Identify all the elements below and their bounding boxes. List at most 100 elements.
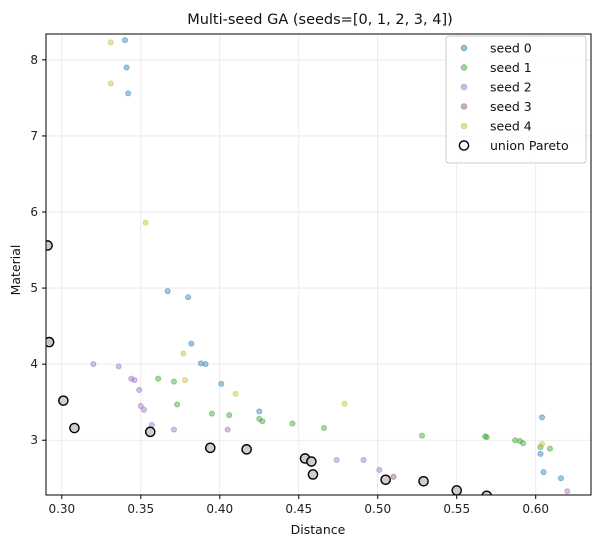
y-axis-label: Material bbox=[8, 245, 23, 296]
legend-marker bbox=[460, 44, 468, 52]
x-tick-label: 0.35 bbox=[127, 502, 154, 516]
pareto-point bbox=[144, 426, 156, 438]
seed-1-point bbox=[546, 445, 553, 452]
y-tick-label: 5 bbox=[30, 281, 38, 295]
seed-2-point bbox=[131, 377, 138, 384]
seed-4-point bbox=[232, 390, 239, 397]
seed-2-point bbox=[564, 488, 571, 495]
y-tick-label: 8 bbox=[30, 53, 38, 67]
legend-marker-pareto bbox=[458, 140, 470, 151]
pareto-point bbox=[481, 490, 492, 495]
pareto-point bbox=[306, 456, 317, 467]
seed-1-point bbox=[289, 420, 296, 427]
pareto-point bbox=[418, 476, 429, 487]
pareto-point bbox=[204, 442, 216, 454]
seed-2-point bbox=[376, 466, 383, 473]
legend-label: seed 2 bbox=[490, 80, 532, 95]
pareto-points bbox=[46, 240, 492, 495]
y-tick-label: 7 bbox=[30, 129, 38, 143]
seed-2-point bbox=[170, 426, 177, 433]
seed-0-point bbox=[537, 450, 544, 457]
pareto-point bbox=[241, 444, 252, 455]
seed-2-point bbox=[140, 406, 147, 413]
seed-2-point bbox=[224, 426, 231, 433]
x-tick-label: 0.55 bbox=[443, 502, 470, 516]
legend-marker bbox=[460, 83, 468, 91]
seed-0-point bbox=[539, 414, 546, 421]
x-tick-label: 0.45 bbox=[285, 502, 312, 516]
seed-0-point bbox=[164, 288, 171, 295]
seed-2-point bbox=[128, 375, 135, 382]
y-tick-label: 6 bbox=[30, 205, 38, 219]
seed-1-point bbox=[418, 432, 425, 439]
seed-0-point bbox=[202, 361, 209, 368]
seed-1-point bbox=[155, 375, 162, 382]
x-tick-label: 0.50 bbox=[364, 502, 391, 516]
pareto-point bbox=[46, 240, 53, 251]
seed-0-point bbox=[185, 294, 192, 301]
seed-1-point bbox=[259, 418, 266, 425]
seed-4-point bbox=[180, 350, 187, 357]
seed-4-point bbox=[341, 400, 348, 407]
legend-marker bbox=[460, 64, 468, 71]
legend-label: seed 3 bbox=[490, 99, 532, 114]
seed-2-point bbox=[136, 387, 143, 394]
seed-4-point bbox=[107, 80, 114, 87]
seed-4-point bbox=[107, 39, 114, 46]
seed-0-point bbox=[557, 475, 564, 482]
seed-0-point bbox=[540, 469, 547, 476]
seed-2-point bbox=[115, 363, 122, 370]
seed-2-point bbox=[333, 457, 340, 464]
x-tick-label: 0.40 bbox=[206, 502, 233, 516]
seed-0-point bbox=[218, 380, 225, 387]
pareto-point bbox=[46, 336, 55, 348]
legend-label: seed 4 bbox=[490, 119, 532, 134]
x-tick-label: 0.30 bbox=[48, 502, 75, 516]
y-tick-label: 3 bbox=[30, 433, 38, 447]
legend: seed 0 seed 1 seed 2 seed 3 seed 4 union Pare… bbox=[445, 35, 587, 164]
seed-0-point bbox=[121, 37, 128, 44]
y-tick-label: 4 bbox=[30, 357, 38, 371]
legend-label: union Pareto bbox=[490, 138, 569, 153]
legend-label: seed 0 bbox=[490, 41, 532, 56]
chart-title: Multi-seed GA (seeds=[0, 1, 2, 3, 4]) bbox=[187, 12, 453, 28]
data-points bbox=[47, 37, 571, 495]
x-tick-label: 0.60 bbox=[522, 502, 549, 516]
x-axis-label: Distance bbox=[291, 522, 346, 537]
seed-1-point bbox=[520, 440, 527, 447]
seed-4-point bbox=[539, 441, 546, 448]
seed-0-point bbox=[197, 360, 204, 367]
seed-0-point bbox=[188, 340, 195, 347]
seed-0-point bbox=[123, 64, 130, 71]
seed-4-point bbox=[142, 219, 149, 226]
legend-marker bbox=[460, 103, 468, 110]
seed-2-point bbox=[137, 402, 144, 409]
legend-marker bbox=[460, 122, 468, 130]
x-axis-ticks: 0.30 0.35 0.40 0.45 0.50 0.55 0.60 bbox=[48, 495, 549, 516]
seed-1-point bbox=[537, 444, 544, 451]
legend-label: seed 1 bbox=[490, 60, 532, 75]
seed-0-point bbox=[256, 408, 263, 415]
seed-2-point bbox=[360, 457, 367, 464]
seed-1-point bbox=[483, 434, 490, 441]
seed-3-point bbox=[390, 473, 397, 480]
seed-0-point bbox=[125, 90, 132, 97]
seed-1-point bbox=[170, 378, 177, 385]
seed-4-point bbox=[182, 377, 189, 384]
y-axis-ticks: 3 4 5 6 7 8 bbox=[30, 53, 46, 447]
pareto-point bbox=[58, 395, 69, 406]
seed-1-point bbox=[208, 410, 215, 417]
pareto-point bbox=[380, 474, 391, 486]
pareto-point bbox=[451, 485, 463, 495]
pareto-point bbox=[307, 469, 319, 480]
pareto-point bbox=[69, 422, 80, 434]
seed-1-point bbox=[512, 437, 519, 444]
seed-1-point bbox=[321, 425, 328, 432]
legend-box bbox=[445, 35, 587, 164]
seed-1-point bbox=[226, 412, 233, 419]
seed-1-point bbox=[174, 401, 181, 408]
plot-frame bbox=[45, 33, 592, 496]
seed-2-point bbox=[90, 361, 97, 368]
